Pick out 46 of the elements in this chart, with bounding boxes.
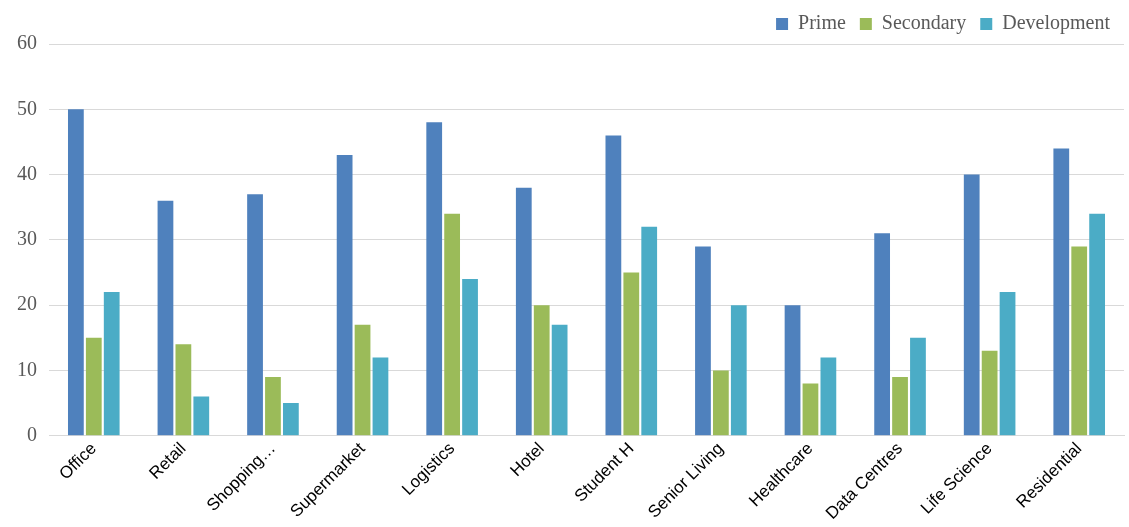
- bar: [444, 213, 461, 436]
- y-tick-label: 40: [17, 161, 37, 184]
- bar: [820, 357, 837, 436]
- legend-label: Secondary: [881, 11, 967, 35]
- legend-label: Prime: [798, 11, 846, 34]
- y-tick-label: 30: [17, 227, 37, 250]
- bar: [695, 246, 711, 436]
- bar: [103, 292, 120, 436]
- bar: [892, 376, 908, 436]
- bar: [802, 383, 819, 436]
- bar: [175, 344, 192, 436]
- bar: [981, 350, 998, 436]
- bar: [515, 187, 532, 436]
- bar: [462, 279, 478, 436]
- bar: [874, 233, 891, 436]
- bar: [641, 226, 658, 436]
- bar: [336, 155, 353, 436]
- bar: [910, 337, 926, 436]
- bar: [730, 305, 747, 436]
- y-tick-label: 10: [17, 357, 37, 380]
- bar: [85, 337, 102, 436]
- bar: [712, 370, 729, 436]
- y-tick-label: 20: [17, 292, 37, 315]
- bar: [372, 357, 389, 436]
- y-tick-label: 0: [27, 423, 37, 445]
- bar: [963, 174, 980, 436]
- y-tick-label: 60: [17, 31, 37, 54]
- bar: [623, 272, 640, 436]
- bar: [282, 403, 299, 436]
- bar: [605, 135, 622, 436]
- bar: [1071, 246, 1088, 436]
- bar: [784, 305, 801, 436]
- bar: [354, 324, 371, 436]
- bar: [247, 194, 263, 436]
- bar: [1053, 148, 1070, 436]
- bar: [67, 109, 84, 436]
- legend-label: Development: [1002, 11, 1111, 35]
- bar: [265, 376, 281, 436]
- y-tick-label: 50: [17, 96, 37, 119]
- bar: [157, 200, 174, 436]
- bar: [999, 292, 1016, 436]
- bar: [551, 324, 568, 436]
- bar: [193, 396, 210, 436]
- bar: [1089, 213, 1106, 436]
- bar: [533, 305, 550, 436]
- bar: [426, 122, 443, 436]
